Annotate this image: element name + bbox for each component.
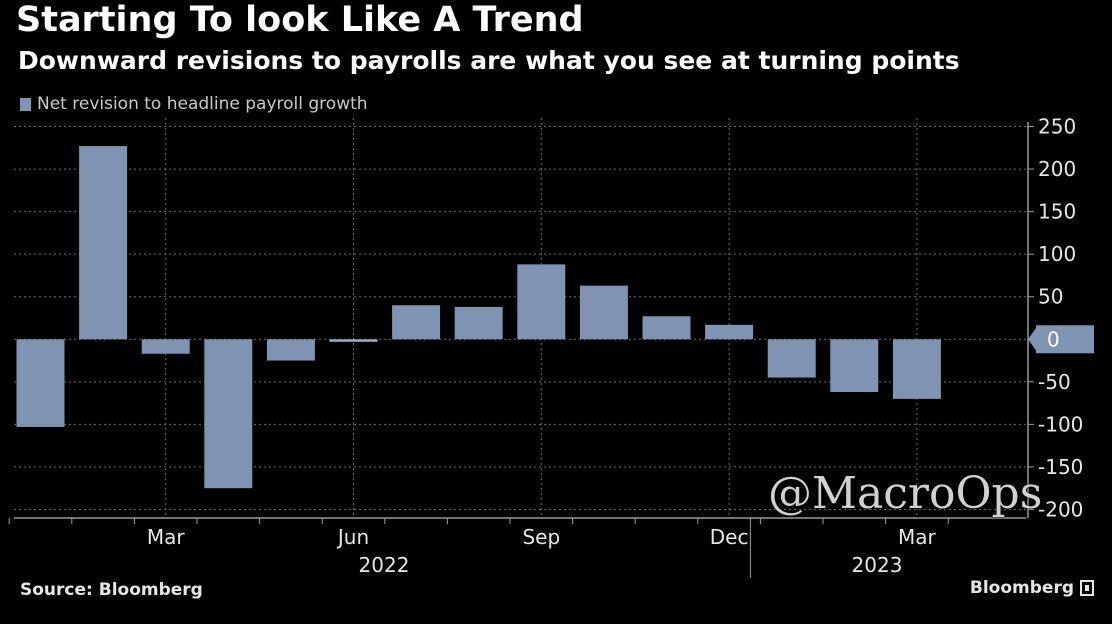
x-tick-label: Dec [710,525,749,549]
latest-value-label: 0 [1047,327,1060,351]
bar-2023-01 [767,339,816,378]
bar-2023-02 [830,339,879,393]
x-tick-label: Jun [336,525,369,549]
y-tick-label: -100 [1038,412,1083,436]
year-label: 2023 [852,553,903,577]
bloomberg-terminal-icon [1080,580,1094,596]
legend-swatch [20,97,31,111]
bar-2022-04 [204,339,253,489]
y-tick-label: 250 [1038,115,1076,139]
y-tick-label: -200 [1038,497,1083,521]
bar-2022-03 [141,339,190,354]
latest-value-bar [1036,325,1094,354]
bar-2022-02 [79,146,128,340]
brand-label: Bloomberg [969,578,1074,598]
y-tick-label: -150 [1038,455,1083,479]
x-tick-label: Mar [898,525,937,549]
y-tick-label: 150 [1038,200,1076,224]
y-tick-label: 200 [1038,157,1076,181]
y-tick-label: -50 [1038,370,1071,394]
bar-2022-12 [705,324,754,340]
bar-2022-01 [16,339,65,427]
latest-value-pointer [1028,325,1038,354]
watermark: @MacroOps [768,468,1043,519]
bar-2022-07 [392,305,441,340]
brand-mark: Bloomberg [970,578,1094,598]
x-tick-label: Mar [147,525,186,549]
bar-2022-11 [642,316,691,340]
y-tick-label: 100 [1038,242,1076,266]
bar-2022-09 [517,264,566,340]
legend: Net revision to headline payroll growth [20,94,368,114]
x-tick-label: Sep [522,525,560,549]
chart-subtitle: Downward revisions to payrolls are what … [18,46,960,75]
chart-title: Starting To look Like A Trend [16,0,584,40]
bar-2023-03 [892,339,941,399]
y-tick-label: 50 [1038,285,1063,309]
year-label: 2022 [359,553,410,577]
bar-2022-10 [579,285,628,340]
bar-2022-06 [329,339,378,342]
legend-label: Net revision to headline payroll growth [37,94,368,114]
bar-2022-05 [266,339,315,361]
source-note: Source: Bloomberg [20,580,203,600]
bar-2022-08 [454,306,503,340]
